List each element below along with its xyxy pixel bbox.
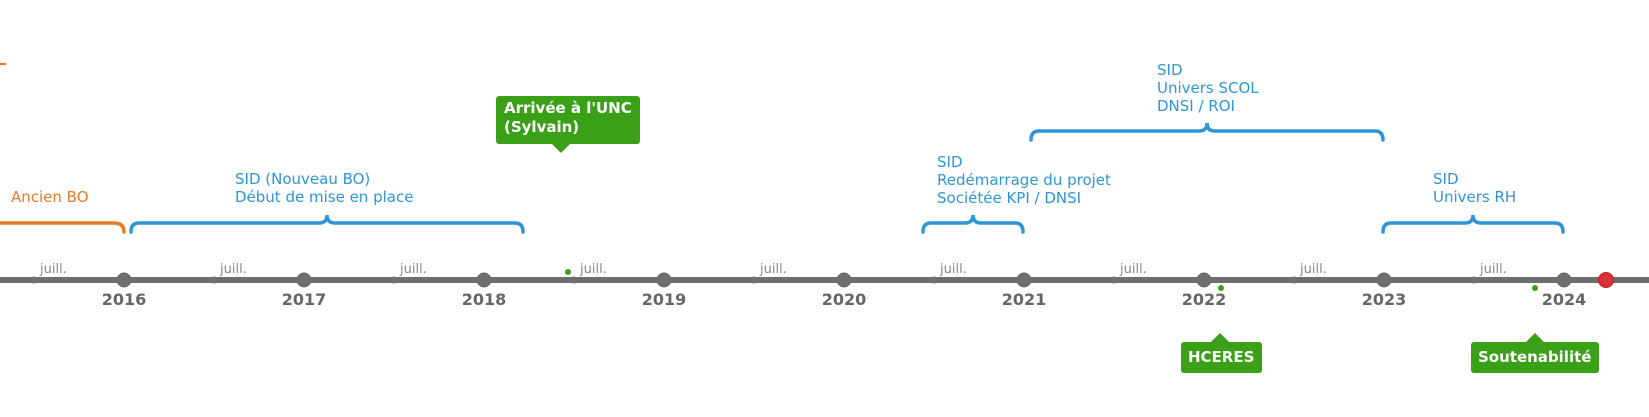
year-tick-2017 — [296, 272, 312, 288]
minor-label: juill. — [1119, 262, 1147, 277]
year-label-2020: 2020 — [822, 290, 867, 309]
minor-tick — [570, 276, 578, 284]
year-tick-2022 — [1196, 272, 1212, 288]
event-text: HCERES — [1188, 348, 1255, 366]
event-dot-soutenabilite — [1532, 285, 1538, 291]
year-label-2021: 2021 — [1002, 290, 1047, 309]
minor-label: juill. — [219, 262, 247, 277]
minor-label: juill. — [39, 262, 67, 277]
year-tick-2020 — [836, 272, 852, 288]
minor-label: juill. — [1299, 262, 1327, 277]
event-text: Soutenabilité — [1478, 348, 1592, 366]
minor-label: juill. — [579, 262, 607, 277]
event-box-hceres: HCERES — [1181, 333, 1262, 373]
minor-tick — [210, 276, 218, 284]
minor-label: juill. — [759, 262, 787, 277]
event-text: Arrivée à l'UNC (Sylvain) — [504, 99, 632, 136]
period-label-ancien-bo: Ancien BO — [11, 188, 89, 206]
year-label-2019: 2019 — [642, 290, 687, 309]
event-tail — [552, 144, 570, 153]
period-label-sid-redemarrage: SID Redémarrage du projet Sociétée KPI /… — [937, 153, 1111, 207]
event-dot-arrivee-unc — [565, 269, 571, 275]
minor-label: juill. — [939, 262, 967, 277]
year-tick-2024 — [1556, 272, 1572, 288]
period-label-sid-nouveau-bo: SID (Nouveau BO) Début de mise en place — [235, 170, 414, 206]
minor-tick — [750, 276, 758, 284]
event-tail — [1526, 333, 1544, 342]
minor-label: juill. — [1479, 262, 1507, 277]
minor-tick — [1290, 276, 1298, 284]
event-tail — [1211, 333, 1229, 342]
year-tick-2018 — [476, 272, 492, 288]
year-label-2024: 2024 — [1542, 290, 1587, 309]
brace-sid-nouveau-bo — [129, 214, 525, 234]
minor-tick — [390, 276, 398, 284]
year-label-2016: 2016 — [102, 290, 147, 309]
minor-tick — [930, 276, 938, 284]
period-label-sid-univers-rh: SID Univers RH — [1433, 170, 1517, 206]
period-label-sid-univers-scol: SID Univers SCOL DNSI / ROI — [1157, 61, 1259, 115]
brace-sid-univers-rh — [1381, 214, 1565, 234]
minor-label: juill. — [399, 262, 427, 277]
minor-tick — [30, 276, 38, 284]
brace-sid-univers-scol — [1029, 122, 1385, 142]
event-dot-hceres — [1218, 285, 1224, 291]
year-label-2022: 2022 — [1182, 290, 1227, 309]
year-tick-2021 — [1016, 272, 1032, 288]
minor-tick — [1110, 276, 1118, 284]
event-box-soutenabilite: Soutenabilité — [1471, 333, 1599, 373]
brace-sid-redemarrage — [921, 214, 1025, 234]
year-label-2017: 2017 — [282, 290, 327, 309]
event-box-arrivee-unc: Arrivée à l'UNC (Sylvain) — [496, 96, 640, 153]
today-marker — [1598, 272, 1614, 288]
year-label-2023: 2023 — [1362, 290, 1407, 309]
year-tick-2023 — [1376, 272, 1392, 288]
minor-tick — [1470, 276, 1478, 284]
brace-ancien-bo — [0, 221, 126, 234]
year-tick-2019 — [656, 272, 672, 288]
year-tick-2016 — [116, 272, 132, 288]
year-label-2018: 2018 — [462, 290, 507, 309]
